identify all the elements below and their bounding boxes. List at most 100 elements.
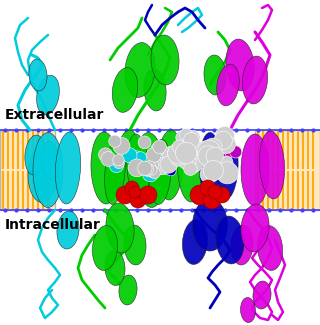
Circle shape (196, 141, 213, 159)
Circle shape (131, 151, 142, 162)
Circle shape (229, 146, 242, 158)
Ellipse shape (193, 199, 228, 251)
Circle shape (122, 148, 137, 163)
Circle shape (179, 154, 192, 167)
Circle shape (216, 162, 238, 184)
Circle shape (159, 160, 175, 175)
Circle shape (176, 130, 191, 145)
Circle shape (203, 161, 223, 181)
Circle shape (168, 145, 184, 161)
Circle shape (129, 186, 141, 198)
Circle shape (151, 143, 164, 157)
FancyBboxPatch shape (255, 130, 320, 210)
Text: Extracellular: Extracellular (5, 108, 104, 122)
Ellipse shape (41, 141, 59, 179)
Circle shape (185, 155, 199, 170)
Circle shape (168, 143, 188, 164)
Ellipse shape (226, 39, 254, 91)
Ellipse shape (216, 216, 244, 264)
Circle shape (152, 158, 169, 175)
Circle shape (142, 166, 158, 182)
Circle shape (167, 155, 179, 167)
Circle shape (158, 151, 169, 161)
Circle shape (172, 140, 186, 154)
Circle shape (166, 166, 176, 176)
Circle shape (190, 185, 210, 205)
Circle shape (184, 162, 197, 176)
Ellipse shape (112, 68, 138, 112)
Circle shape (146, 148, 161, 162)
Ellipse shape (36, 75, 60, 115)
Ellipse shape (218, 137, 238, 199)
Circle shape (208, 185, 222, 199)
Ellipse shape (115, 130, 141, 200)
Circle shape (200, 165, 219, 183)
Text: Intracellular: Intracellular (5, 218, 101, 232)
Ellipse shape (57, 211, 79, 249)
Circle shape (125, 181, 139, 195)
Ellipse shape (217, 64, 239, 106)
Ellipse shape (242, 56, 268, 104)
Circle shape (178, 151, 196, 170)
Ellipse shape (119, 275, 137, 305)
Circle shape (182, 151, 203, 173)
Circle shape (135, 152, 147, 164)
Circle shape (206, 147, 223, 165)
Ellipse shape (135, 133, 165, 207)
Circle shape (113, 158, 124, 169)
Ellipse shape (105, 140, 125, 204)
Ellipse shape (149, 139, 171, 204)
Ellipse shape (92, 226, 118, 270)
Circle shape (214, 135, 232, 152)
Ellipse shape (253, 281, 271, 309)
Circle shape (215, 152, 227, 164)
Circle shape (180, 138, 202, 161)
Circle shape (141, 161, 157, 177)
Circle shape (147, 160, 158, 171)
Circle shape (185, 130, 200, 146)
Ellipse shape (157, 130, 183, 200)
Ellipse shape (151, 35, 179, 85)
Circle shape (101, 151, 116, 166)
Circle shape (142, 164, 154, 175)
Circle shape (163, 157, 178, 172)
Circle shape (198, 146, 218, 166)
Circle shape (147, 165, 157, 175)
Circle shape (217, 146, 232, 162)
Circle shape (149, 167, 160, 178)
Ellipse shape (178, 134, 203, 202)
Circle shape (193, 153, 205, 165)
Circle shape (217, 135, 236, 153)
Circle shape (153, 140, 166, 154)
Circle shape (148, 168, 158, 178)
Circle shape (215, 126, 235, 146)
Circle shape (128, 159, 146, 177)
Circle shape (203, 138, 222, 157)
Ellipse shape (199, 133, 221, 198)
Circle shape (160, 156, 172, 168)
Circle shape (109, 158, 124, 173)
Circle shape (214, 187, 230, 203)
Circle shape (171, 151, 186, 166)
Circle shape (220, 156, 233, 169)
Ellipse shape (260, 131, 284, 199)
Circle shape (138, 136, 151, 149)
Ellipse shape (127, 134, 149, 202)
Circle shape (109, 135, 121, 147)
Ellipse shape (231, 225, 253, 265)
Circle shape (200, 180, 216, 196)
Ellipse shape (125, 43, 155, 98)
Ellipse shape (55, 132, 81, 204)
Ellipse shape (241, 134, 269, 206)
Circle shape (113, 137, 130, 154)
Ellipse shape (29, 59, 47, 91)
Ellipse shape (241, 297, 255, 322)
Ellipse shape (241, 204, 269, 252)
Circle shape (203, 191, 221, 209)
Ellipse shape (105, 251, 125, 285)
FancyBboxPatch shape (0, 130, 55, 210)
Ellipse shape (33, 133, 63, 207)
Circle shape (183, 132, 199, 149)
Circle shape (197, 140, 220, 163)
Ellipse shape (106, 203, 134, 253)
